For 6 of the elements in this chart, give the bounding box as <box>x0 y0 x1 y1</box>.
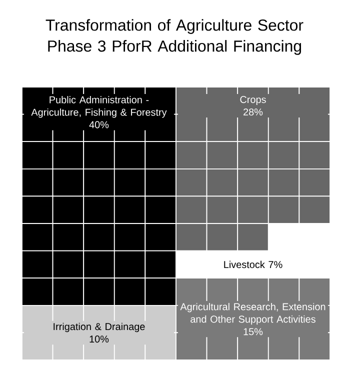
data-label: 10% <box>90 336 109 343</box>
category-label: Irrigation & Drainage <box>54 322 145 332</box>
text: Transformation of Agriculture Sector Phase 3 PforR Additional Financing <box>46 19 304 55</box>
category-label: Livestock <box>224 260 265 268</box>
data-label: 15% <box>244 328 263 336</box>
data-label: 7% <box>268 261 282 268</box>
